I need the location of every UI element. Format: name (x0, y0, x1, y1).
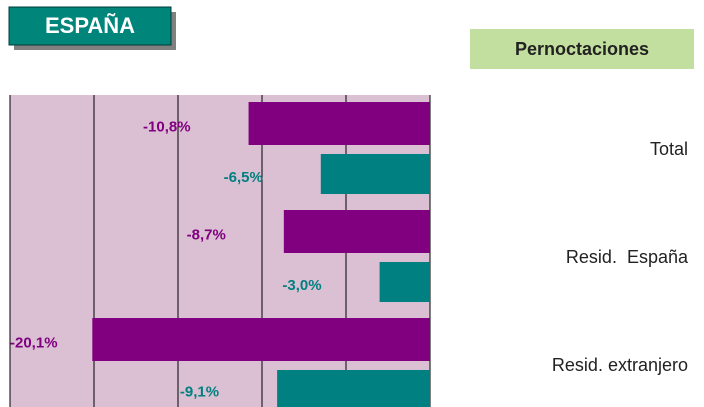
category-label: Resid. España (566, 247, 689, 267)
data-label: -3,0% (282, 277, 321, 294)
category-label: Total (650, 139, 688, 159)
data-label: -8,7% (187, 226, 226, 243)
bar (379, 262, 430, 302)
title-box (8, 6, 172, 46)
data-label: -9,1% (180, 383, 219, 400)
data-label: -6,5% (224, 169, 263, 186)
bar (283, 210, 430, 253)
bar (277, 370, 430, 407)
bar (320, 154, 430, 194)
data-label: -10,8% (143, 118, 191, 135)
subtitle: Pernoctaciones (515, 39, 649, 59)
category-label: Resid. extranjero (552, 355, 688, 375)
bar (92, 318, 430, 361)
chart-title: ESPAÑA (45, 13, 135, 38)
bar (248, 102, 430, 145)
data-label: -20,1% (10, 334, 58, 351)
subtitle-box (470, 29, 694, 69)
